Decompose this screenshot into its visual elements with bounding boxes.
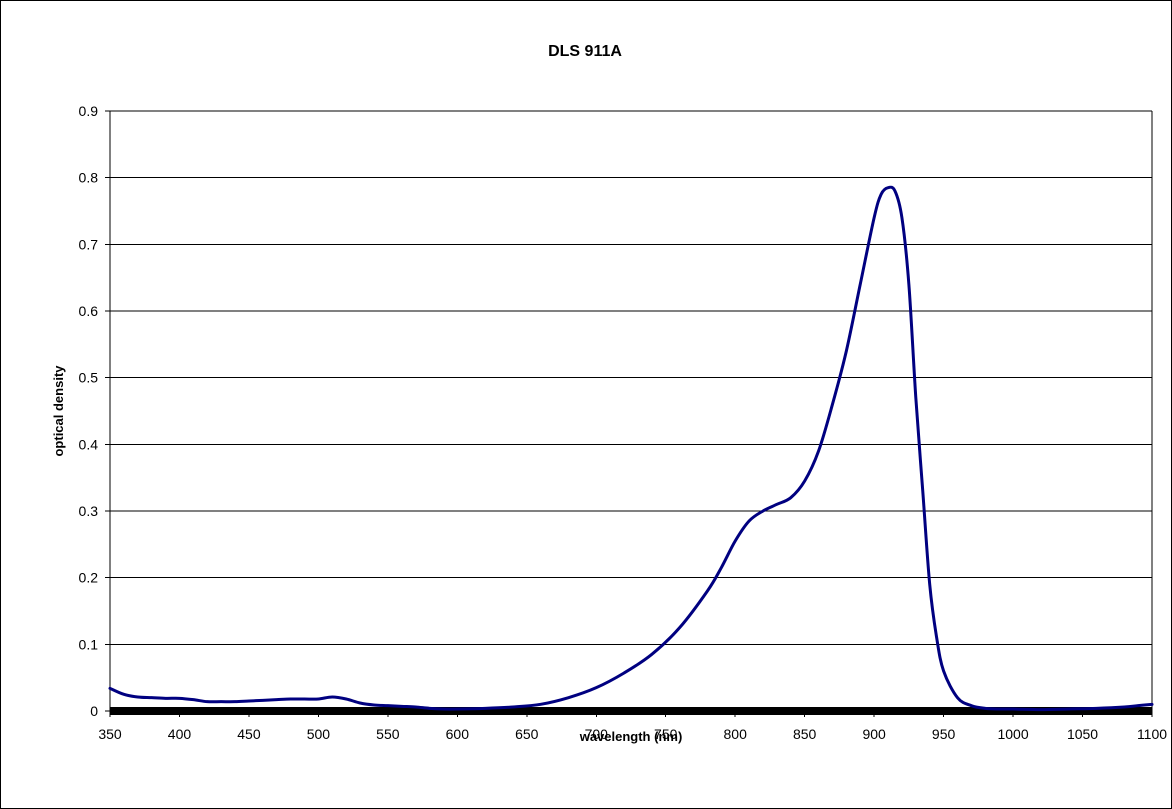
chart-title: DLS 911A [548,43,622,60]
y-tick-label: 0 [90,703,98,719]
x-tick-label: 400 [168,726,192,742]
y-tick-label: 0.2 [79,570,99,586]
x-tick-label: 850 [793,726,817,742]
series-line [108,185,1154,712]
y-tick-label: 0.8 [79,170,99,186]
x-tick-label: 950 [932,726,956,742]
series-layer [108,185,1154,712]
x-tick-label: 350 [98,726,122,742]
label-layer: 0 0.1 0.2 0.3 0.4 0.5 0.6 0.7 0.8 0.9 350 400 450 500… [79,103,1168,742]
x-tick-label: 700 [585,726,609,742]
grid-layer [110,110,1152,645]
x-axis-title: wavelength (nm) [579,729,683,744]
y-tick-label: 0.9 [79,103,99,119]
y-tick-label: 0.3 [79,503,99,519]
y-axis-title: optical density [51,365,66,457]
x-tick-label: 450 [237,726,261,742]
axis-layer [105,110,1153,717]
x-tick-label: 1100 [1137,726,1167,742]
x-tick-label: 650 [515,726,539,742]
x-tick-label: 800 [724,726,748,742]
y-tick-label: 0.7 [79,236,99,252]
y-tick-label: 0.6 [79,303,99,319]
x-tick-label: 900 [862,726,886,742]
x-tick-label: 1050 [1067,726,1098,742]
x-tick-label: 750 [654,726,678,742]
y-tick-label: 0.1 [79,636,99,652]
x-tick-label: 500 [307,726,331,742]
y-tick-label: 0.5 [79,370,99,386]
x-tick-label: 600 [446,726,470,742]
y-tick-label: 0.4 [79,436,99,452]
x-tick-label: 550 [376,726,400,742]
x-tick-label: 1000 [997,726,1028,742]
